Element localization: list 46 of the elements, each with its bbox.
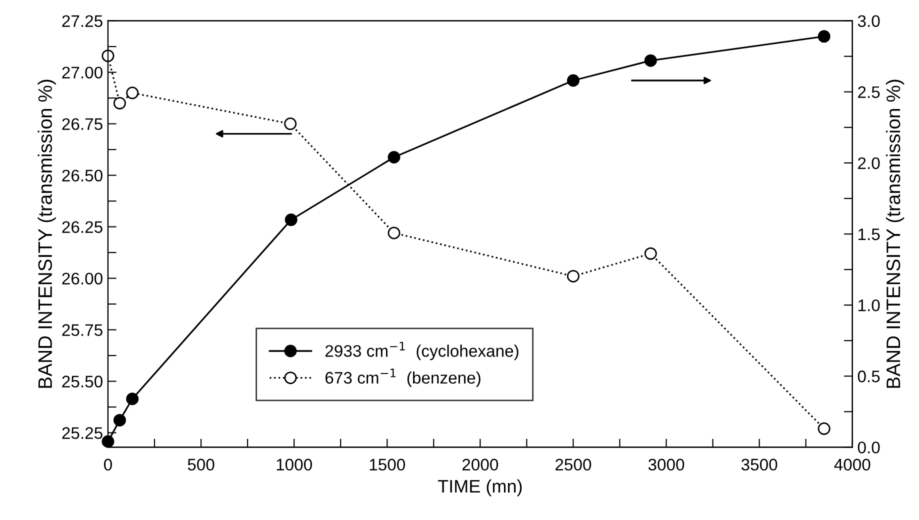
point [388, 151, 400, 164]
y-axis-title: BAND INTENSITY (transmission %) [38, 80, 56, 388]
point [102, 435, 114, 448]
y2-tick-label: 3.0 [858, 15, 880, 28]
point [644, 54, 657, 67]
y-tick-label: 26.00 [62, 272, 102, 284]
y2-tick-label: 1.5 [858, 228, 880, 240]
x-tick-label: 1500 [370, 458, 406, 471]
y2-tick-label: 2.5 [858, 86, 880, 98]
point [818, 30, 830, 43]
point [126, 392, 139, 406]
y2-tick-label: 0.0 [858, 442, 880, 454]
x-tick-label: 4000 [834, 458, 870, 471]
y-tick-label: 26.25 [62, 221, 102, 233]
point [566, 270, 580, 282]
x-tick-label: 1000 [276, 458, 312, 471]
x-tick-label: 500 [188, 458, 214, 471]
y-tick-label: 27.25 [62, 15, 102, 28]
y2-axis-title: BAND INTENSITY (transmission %) [886, 80, 904, 388]
y-tick-label: 25.75 [62, 324, 102, 336]
x-tick-label: 3500 [741, 458, 778, 471]
x-tick-label: 2000 [462, 458, 498, 471]
point [566, 74, 580, 87]
x-tick-label: 0 [104, 458, 112, 471]
legend-label: 2933 cm$^{−1}$ (cyclohexane) [325, 342, 518, 360]
point [388, 226, 400, 240]
point [126, 86, 139, 100]
x-tick-label: 2500 [556, 458, 592, 471]
y-tick-label: 25.50 [62, 376, 102, 388]
y2-tick-label: 0.5 [858, 370, 880, 382]
point [113, 414, 126, 426]
y-tick-label: 26.50 [62, 170, 102, 182]
y-tick-label: 27.00 [62, 66, 102, 78]
x-axis-title: TIME (mn) [438, 479, 522, 496]
point [644, 247, 657, 260]
point [102, 50, 114, 62]
y2-tick-label: 1.0 [858, 299, 880, 312]
y-tick-label: 26.75 [62, 118, 102, 130]
point [113, 96, 126, 110]
x-tick-label: 3000 [648, 458, 684, 471]
point [818, 422, 830, 435]
y2-tick-label: 2.0 [858, 157, 880, 170]
legend-label: 673 cm$^{−1}$ (benzene) [326, 368, 480, 387]
point [284, 118, 297, 130]
point [284, 214, 298, 226]
y-tick-label: 25.25 [62, 427, 102, 439]
